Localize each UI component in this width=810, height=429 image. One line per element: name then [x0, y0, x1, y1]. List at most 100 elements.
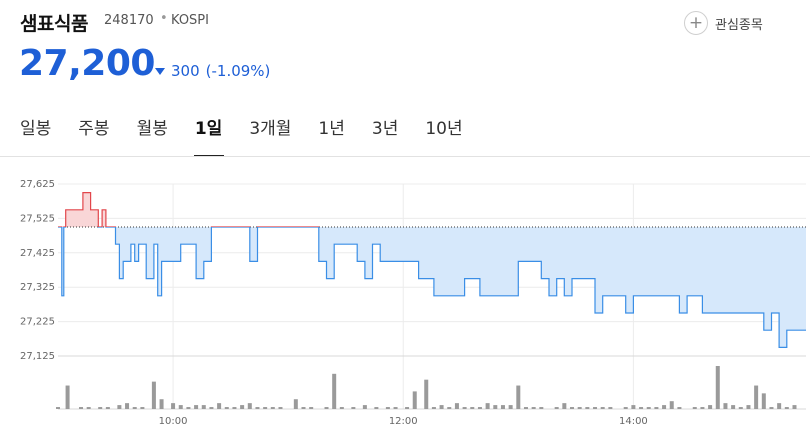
volume-bar — [669, 401, 674, 409]
separator-dot: • — [160, 11, 168, 26]
volume-bar — [539, 407, 544, 409]
stock-name: 샘표식품 — [20, 13, 88, 35]
volume-bar — [339, 407, 344, 409]
volume-bar — [385, 407, 390, 409]
volume-bar — [777, 403, 782, 409]
volume-bar — [692, 407, 697, 409]
plus-icon: + — [684, 11, 708, 35]
volume-bar — [424, 379, 429, 409]
volume-bar — [431, 407, 436, 409]
volume-bar — [585, 407, 590, 409]
volume-bar — [593, 407, 598, 409]
volume-bar — [562, 403, 567, 409]
volume-bar — [631, 405, 636, 409]
volume-bar — [240, 405, 245, 409]
volume-bar — [209, 407, 214, 409]
volume-bar — [132, 407, 137, 409]
change-amount: 300 — [171, 62, 200, 80]
volume-bar — [462, 407, 467, 409]
volume-bar — [65, 385, 70, 409]
x-tick-label: 10:00 — [159, 416, 188, 427]
volume-bar — [362, 405, 367, 409]
volume-bar — [769, 407, 774, 409]
volume-bar — [56, 407, 60, 409]
volume-bar — [447, 407, 452, 409]
volume-bar — [500, 405, 505, 409]
tab-daily-candle[interactable]: 일봉 — [20, 119, 52, 139]
add-favorite-button[interactable]: + 관심종목 — [684, 10, 763, 36]
volume-bar — [715, 366, 720, 409]
volume-bar — [374, 407, 379, 409]
price-change: 300 (-1.09%) — [155, 62, 270, 80]
volume-bar — [608, 407, 613, 409]
volume-bar — [117, 405, 122, 409]
volume-bar — [700, 407, 705, 409]
tab-weekly-candle[interactable]: 주봉 — [78, 119, 110, 139]
change-percent: (-1.09%) — [205, 62, 271, 80]
volume-bar — [493, 405, 498, 409]
current-price: 27,200 — [19, 43, 155, 84]
y-tick-label: 27,225 — [20, 317, 55, 328]
x-tick-label: 14:00 — [619, 416, 648, 427]
volume-bar — [570, 407, 575, 409]
y-tick-label: 27,525 — [20, 213, 55, 224]
volume-bar — [263, 407, 268, 409]
volume-bar — [470, 407, 475, 409]
volume-bar — [600, 407, 605, 409]
volume-bar — [293, 399, 298, 409]
volume-bar — [754, 385, 759, 409]
volume-bar — [351, 407, 356, 409]
market-name: KOSPI — [171, 13, 209, 28]
volume-bar — [224, 407, 229, 409]
tab-monthly-candle[interactable]: 월봉 — [136, 119, 168, 139]
volume-bar — [412, 391, 417, 409]
y-tick-label: 27,125 — [20, 351, 55, 362]
volume-bar — [746, 405, 751, 409]
tab-10-years[interactable]: 10년 — [425, 119, 463, 139]
tabs-divider — [0, 156, 810, 157]
tab-3-months[interactable]: 3개월 — [249, 119, 292, 139]
volume-bar — [105, 407, 110, 409]
price-line-below — [58, 227, 806, 348]
volume-bar — [194, 405, 199, 409]
y-tick-label: 27,625 — [20, 179, 55, 190]
volume-bar — [792, 405, 797, 409]
volume-bar — [309, 407, 314, 409]
volume-bar — [278, 407, 283, 409]
volume-bar — [79, 407, 84, 409]
volume-bar — [270, 407, 275, 409]
volume-bar — [523, 407, 528, 409]
volume-bar — [140, 407, 145, 409]
volume-bar — [738, 407, 743, 409]
stock-code: 248170 — [104, 13, 154, 28]
volume-bar — [171, 403, 176, 409]
volume-bar — [677, 407, 682, 409]
volume-bar — [485, 403, 490, 409]
volume-bar — [324, 407, 329, 409]
volume-bar — [186, 407, 191, 409]
below-reference-area — [58, 227, 806, 348]
volume-bar — [477, 407, 482, 409]
volume-bar — [623, 407, 628, 409]
volume-bar — [201, 405, 206, 409]
volume-bar — [125, 403, 130, 409]
tab-3-years[interactable]: 3년 — [371, 119, 399, 139]
x-tick-label: 12:00 — [389, 416, 418, 427]
volume-bar — [217, 403, 222, 409]
volume-bar — [178, 405, 183, 409]
volume-bar — [247, 403, 252, 409]
volume-bar — [393, 407, 398, 409]
y-tick-label: 27,425 — [20, 248, 55, 259]
volume-bar — [301, 407, 306, 409]
volume-bar — [531, 407, 536, 409]
volume-bar — [708, 405, 713, 409]
volume-bar — [662, 405, 667, 409]
volume-bar — [639, 407, 644, 409]
volume-bar — [784, 407, 789, 409]
volume-bar — [405, 407, 410, 409]
volume-bar — [98, 407, 103, 409]
volume-bar — [255, 407, 260, 409]
tab-1-year[interactable]: 1년 — [318, 119, 345, 139]
volume-bar — [439, 405, 444, 409]
